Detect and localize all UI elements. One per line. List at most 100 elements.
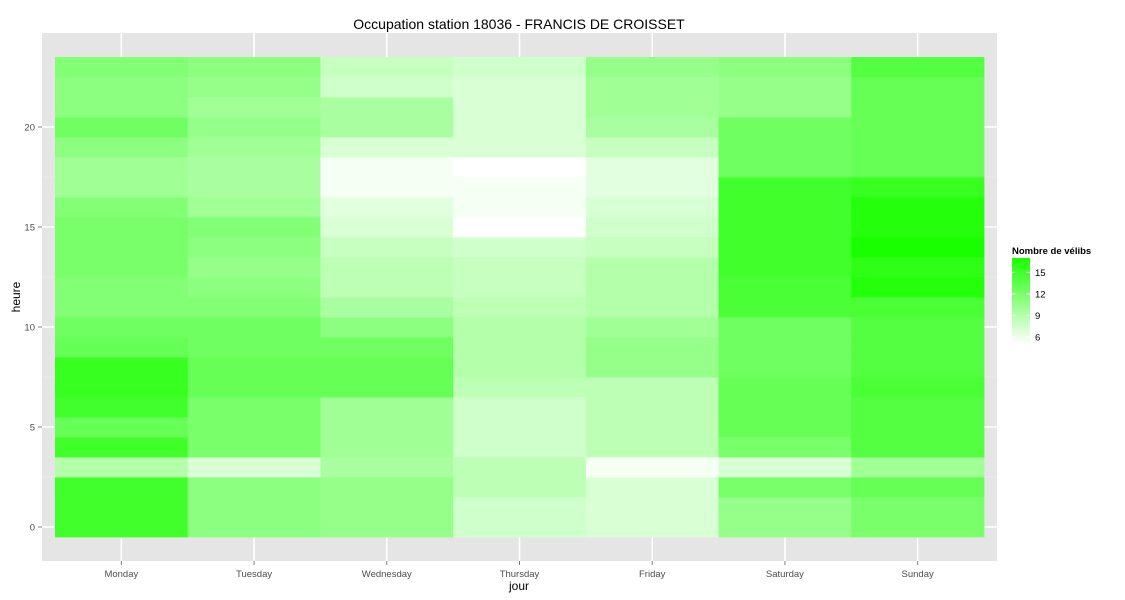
heatmap-tile (55, 497, 189, 518)
y-tick-label: 15 (24, 223, 35, 234)
heatmap-tile (187, 477, 321, 498)
heatmap-tile (453, 317, 587, 338)
heatmap-tile (851, 197, 985, 218)
heatmap-tile (320, 497, 454, 518)
heatmap-tile (320, 57, 454, 78)
heatmap-tile (320, 117, 454, 138)
heatmap-tile (718, 317, 852, 338)
heatmap-tile (585, 397, 719, 418)
heatmap-tile (851, 237, 985, 258)
heatmap-tile (55, 257, 189, 278)
heatmap-tile (453, 257, 587, 278)
heatmap-tile (55, 417, 189, 438)
legend-colorbar (1012, 258, 1030, 344)
heatmap-tile (718, 57, 852, 78)
y-axis-title: heure (9, 281, 23, 312)
heatmap-tile (55, 97, 189, 118)
color-legend: Nombre de vélibs 6 9 12 15 (1012, 246, 1091, 344)
heatmap-tile (187, 297, 321, 318)
heatmap-tile (55, 277, 189, 298)
heatmap-tile (320, 377, 454, 398)
heatmap-tile (55, 217, 189, 238)
heatmap-tile (851, 117, 985, 138)
heatmap-tile (851, 217, 985, 238)
heatmap-tile (851, 157, 985, 178)
heatmap-tile (718, 97, 852, 118)
heatmap-tile (55, 377, 189, 398)
heatmap-tile (55, 197, 189, 218)
heatmap-tile (55, 397, 189, 418)
heatmap-tile (585, 317, 719, 338)
heatmap-tile (320, 317, 454, 338)
legend-title: Nombre de vélibs (1012, 246, 1091, 257)
heatmap-tile (453, 237, 587, 258)
heatmap-tile (453, 177, 587, 198)
x-tick-label: Sunday (902, 569, 934, 580)
heatmap-tile (585, 237, 719, 258)
heatmap-tile (585, 357, 719, 378)
heatmap-tile (320, 257, 454, 278)
x-tick-label: Thursday (500, 569, 540, 580)
heatmap-tile (55, 117, 189, 138)
heatmap-tile (453, 137, 587, 158)
heatmap-tile (585, 497, 719, 518)
heatmap-tile (851, 137, 985, 158)
heatmap-tile (585, 257, 719, 278)
heatmap-tile (585, 437, 719, 458)
heatmap-tile (453, 297, 587, 318)
heatmap-tile (851, 297, 985, 318)
heatmap-tile (718, 517, 852, 538)
x-tick-label: Wednesday (362, 569, 412, 580)
x-tick-label: Monday (104, 569, 138, 580)
heatmap-tile (187, 317, 321, 338)
x-tick-label: Friday (639, 569, 666, 580)
heatmap-tile (320, 137, 454, 158)
heatmap-tile (187, 417, 321, 438)
y-tick-label: 10 (24, 323, 35, 334)
heatmap-tile (187, 77, 321, 98)
heatmap-tile (320, 217, 454, 238)
heatmap-tile (718, 177, 852, 198)
heatmap-tile (55, 457, 189, 478)
heatmap-tile (187, 157, 321, 178)
heatmap-tile (851, 257, 985, 278)
heatmap-tile (585, 277, 719, 298)
heatmap-tile (851, 497, 985, 518)
legend-label: 15 (1035, 268, 1046, 279)
heatmap-tile (320, 337, 454, 358)
legend-label: 6 (1035, 332, 1040, 343)
heatmap-tile (187, 257, 321, 278)
heatmap-tile (453, 337, 587, 358)
heatmap-tile (851, 277, 985, 298)
heatmap-tile (453, 457, 587, 478)
heatmap-tile (320, 297, 454, 318)
heatmap-tile (585, 57, 719, 78)
heatmap-tile (320, 457, 454, 478)
heatmap-tile (187, 437, 321, 458)
heatmap-tile (453, 77, 587, 98)
heatmap-tile (585, 77, 719, 98)
heatmap-tile (453, 97, 587, 118)
heatmap-tile (718, 197, 852, 218)
legend-label: 12 (1035, 289, 1046, 300)
heatmap-tile (453, 437, 587, 458)
heatmap-tile (718, 337, 852, 358)
heatmap-tile (718, 77, 852, 98)
heatmap-tile (187, 397, 321, 418)
heatmap-tile (453, 477, 587, 498)
legend-label: 9 (1035, 311, 1040, 322)
heatmap-tile (851, 477, 985, 498)
heatmap-tile (453, 117, 587, 138)
heatmap-tile (453, 377, 587, 398)
heatmap-tile (320, 517, 454, 538)
heatmap-tile (320, 417, 454, 438)
heatmap-tile (585, 137, 719, 158)
heatmap-tile (55, 337, 189, 358)
heatmap-tile (320, 157, 454, 178)
heatmap-tile (718, 417, 852, 438)
heatmap-tile (453, 497, 587, 518)
heatmap-tile (187, 137, 321, 158)
heatmap-tile (453, 397, 587, 418)
heatmap-tile (585, 157, 719, 178)
heatmap-tile (453, 417, 587, 438)
